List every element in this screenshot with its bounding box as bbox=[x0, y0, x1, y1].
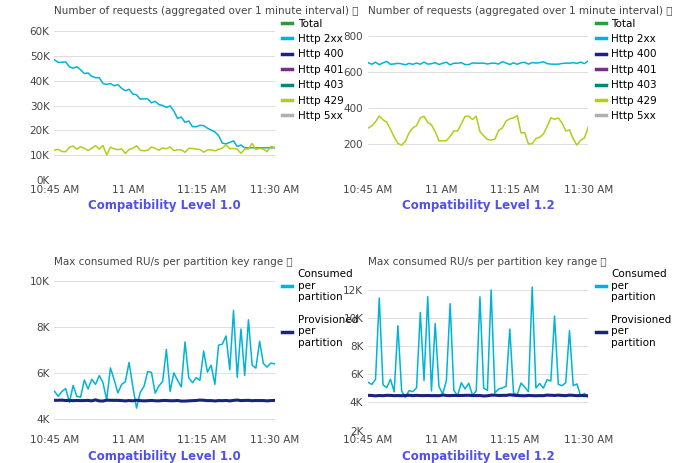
X-axis label: Compatibility Level 1.2: Compatibility Level 1.2 bbox=[402, 199, 554, 212]
Legend: Total, Http 2xx, Http 400, Http 401, Http 403, Http 429, Http 5xx: Total, Http 2xx, Http 400, Http 401, Htt… bbox=[282, 19, 343, 121]
X-axis label: Compatibility Level 1.2: Compatibility Level 1.2 bbox=[402, 450, 554, 463]
Legend: Consumed
per
partition, Provisioned
per
partition: Consumed per partition, Provisioned per … bbox=[282, 269, 358, 348]
Text: Max consumed RU/s per partition key range ⓘ: Max consumed RU/s per partition key rang… bbox=[54, 257, 293, 267]
Text: Number of requests (aggregated over 1 minute interval) ⓘ: Number of requests (aggregated over 1 mi… bbox=[368, 6, 673, 16]
Legend: Consumed
per
partition, Provisioned
per
partition: Consumed per partition, Provisioned per … bbox=[596, 269, 671, 348]
Text: Max consumed RU/s per partition key range ⓘ: Max consumed RU/s per partition key rang… bbox=[368, 257, 607, 267]
X-axis label: Compatibility Level 1.0: Compatibility Level 1.0 bbox=[88, 450, 241, 463]
X-axis label: Compatibility Level 1.0: Compatibility Level 1.0 bbox=[88, 199, 241, 212]
Text: Number of requests (aggregated over 1 minute interval) ⓘ: Number of requests (aggregated over 1 mi… bbox=[54, 6, 359, 16]
Legend: Total, Http 2xx, Http 400, Http 401, Http 403, Http 429, Http 5xx: Total, Http 2xx, Http 400, Http 401, Htt… bbox=[596, 19, 657, 121]
